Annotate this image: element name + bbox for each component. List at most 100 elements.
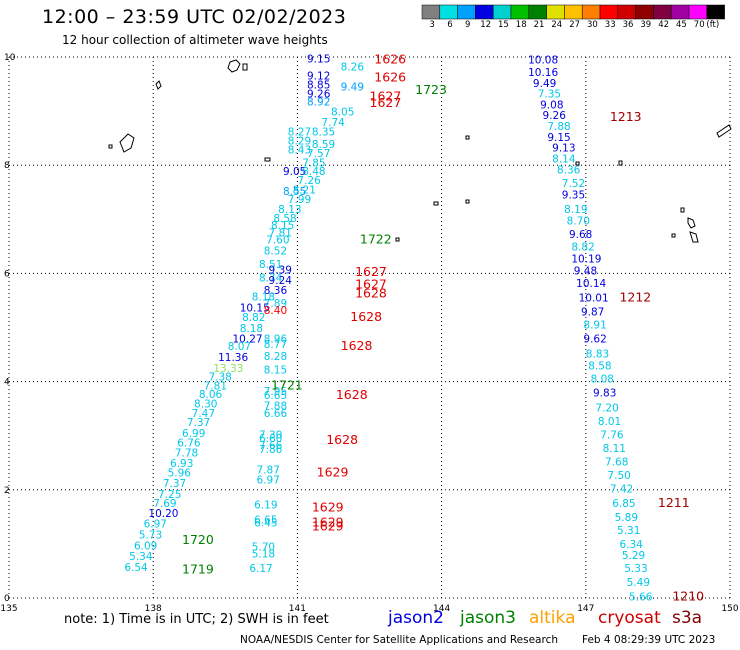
island-outline <box>680 207 685 213</box>
colorbar-label: 39 <box>640 20 652 30</box>
wave-height-value: 5.31 <box>617 525 640 537</box>
colorbar-label: 9 <box>465 20 471 30</box>
wave-height-value: 5.29 <box>622 550 645 562</box>
axis-tick-labels: 135 138 141 144 147 150 0 2 4 6 8 10 <box>0 53 738 614</box>
wave-height-value: 7.76 <box>600 429 624 441</box>
colorbar-label: 12 <box>480 20 492 30</box>
wave-height-value: 8.55 <box>283 186 306 198</box>
colorbar-label: 70 <box>693 20 705 30</box>
pass-time-label: 1627 <box>370 88 402 103</box>
pass-time-label: 1719 <box>182 562 214 577</box>
wave-height-value: 7.88 <box>547 121 570 133</box>
lat-tick-label: 8 <box>4 161 10 171</box>
islands <box>108 59 732 243</box>
wave-height-value: 8.82 <box>571 242 594 254</box>
wave-height-value: 6.45 <box>254 518 277 530</box>
lat-lon-grid <box>8 56 731 599</box>
wave-height-value: 6.65 <box>254 514 277 526</box>
wave-height-value: 7.69 <box>153 498 176 510</box>
pass-time-label: 1210 <box>672 589 704 604</box>
pass-time-label: 1627 <box>355 277 387 292</box>
wave-height-value: 9.24 <box>269 275 293 287</box>
wave-height-value: 8.07 <box>228 341 251 353</box>
page-subtitle: 12 hour collection of altimeter wave hei… <box>62 33 328 47</box>
wave-height-value: 6.66 <box>264 408 288 420</box>
wave-height-value: 6.85 <box>612 498 635 510</box>
wave-height-value: 8.18 <box>240 323 263 335</box>
wave-height-value: 9.83 <box>593 388 616 400</box>
wave-height-value: 9.35 <box>562 190 585 202</box>
colorbar-label: 27 <box>569 20 581 30</box>
wave-height-value: 7.38 <box>208 372 231 384</box>
wave-height-value: 7.35 <box>538 89 561 101</box>
wave-height-value: 9.12 <box>307 71 330 83</box>
pass-time-label: 1629 <box>312 515 344 530</box>
wave-height-value: 9.87 <box>581 307 604 319</box>
wave-height-value: 11.36 <box>218 352 248 364</box>
wave-height-value: 8.36 <box>264 285 288 297</box>
wave-height-value: 8.13 <box>278 204 301 216</box>
wave-height-value: 10.15 <box>240 302 270 314</box>
satellite-legend-altika: altika <box>529 608 576 628</box>
wave-height-value: 8.96 <box>264 334 288 346</box>
wave-height-value: 8.05 <box>331 106 354 118</box>
wave-height-value: 7.81 <box>269 228 292 240</box>
wave-height-value: 7.25 <box>158 489 181 501</box>
wave-height-value: 6.19 <box>254 500 277 512</box>
wave-height-value: 8.52 <box>264 245 287 257</box>
lon-tick-label: 135 <box>0 604 17 614</box>
wave-height-value: 5.96 <box>168 467 192 479</box>
wave-height-value: 6.97 <box>144 519 167 531</box>
wave-height-value: 8.58 <box>273 213 296 225</box>
wave-height-value: 7.57 <box>307 148 330 160</box>
wave-height-value: 9.26 <box>543 110 567 122</box>
island-outline <box>242 63 248 71</box>
wave-height-value: 8.18 <box>252 291 275 303</box>
wave-height-value: 10.01 <box>579 293 609 305</box>
footer-timestamp: Feb 4 08:29:39 UTC 2023 <box>582 634 716 646</box>
wave-height-value: 5.73 <box>139 529 162 541</box>
colorbar-label: 36 <box>622 20 634 30</box>
wave-height-value: 5.70 <box>252 541 275 553</box>
lon-tick-label: 144 <box>433 604 450 614</box>
pass-time-label: 1212 <box>619 290 651 305</box>
wave-height-value: 5.18 <box>252 548 275 560</box>
colorbar-label: 21 <box>533 20 545 30</box>
island-outline <box>433 201 439 206</box>
wave-height-value: 5.33 <box>624 563 647 575</box>
lon-tick-label: 138 <box>145 604 162 614</box>
pass-time-label: 1213 <box>610 109 642 124</box>
wave-height-value: 9.49 <box>341 82 364 94</box>
lon-tick-label: 141 <box>289 604 306 614</box>
wave-height-value: 8.21 <box>293 184 316 196</box>
wave-height-value: 9.13 <box>552 143 575 155</box>
wave-height-value: 7.30 <box>259 429 282 441</box>
pass-time-label: 1722 <box>360 232 392 247</box>
wave-height-value: 8.06 <box>199 389 223 401</box>
wave-height-value: 9.26 <box>307 89 331 101</box>
wave-height-value: 5.34 <box>129 551 153 563</box>
wave-height-value: 7.20 <box>595 402 618 414</box>
wave-height-value: 8.15 <box>271 220 294 232</box>
wave-height-value: 10.27 <box>233 334 263 346</box>
wave-height-value: 6.76 <box>177 438 201 450</box>
island-outline <box>689 231 699 243</box>
island-outline <box>465 199 470 204</box>
wave-height-value: 7.68 <box>605 456 628 468</box>
wave-height-value: 8.83 <box>586 348 609 360</box>
wave-height-value: 10.14 <box>576 278 606 290</box>
lon-tick-label: 150 <box>721 604 738 614</box>
footer-credit: NOAA/NESDIS Center for Satellite Applica… <box>240 634 558 646</box>
colorbar-label: 42 <box>658 20 670 30</box>
wave-height-value: 6.65 <box>264 390 287 402</box>
colorbar-label: 30 <box>587 20 598 30</box>
pass-time-label: 1628 <box>355 286 387 301</box>
wave-height-value: 7.66 <box>259 440 283 452</box>
colorbar-label: (ft) <box>706 20 720 30</box>
wave-height-value: 8.74 <box>259 273 283 285</box>
wave-height-value: 8.40 <box>264 305 287 317</box>
pass-time-label: 1627 <box>355 264 387 279</box>
lat-tick-label: 6 <box>4 269 10 279</box>
wave-height-value: 10.20 <box>148 508 178 520</box>
